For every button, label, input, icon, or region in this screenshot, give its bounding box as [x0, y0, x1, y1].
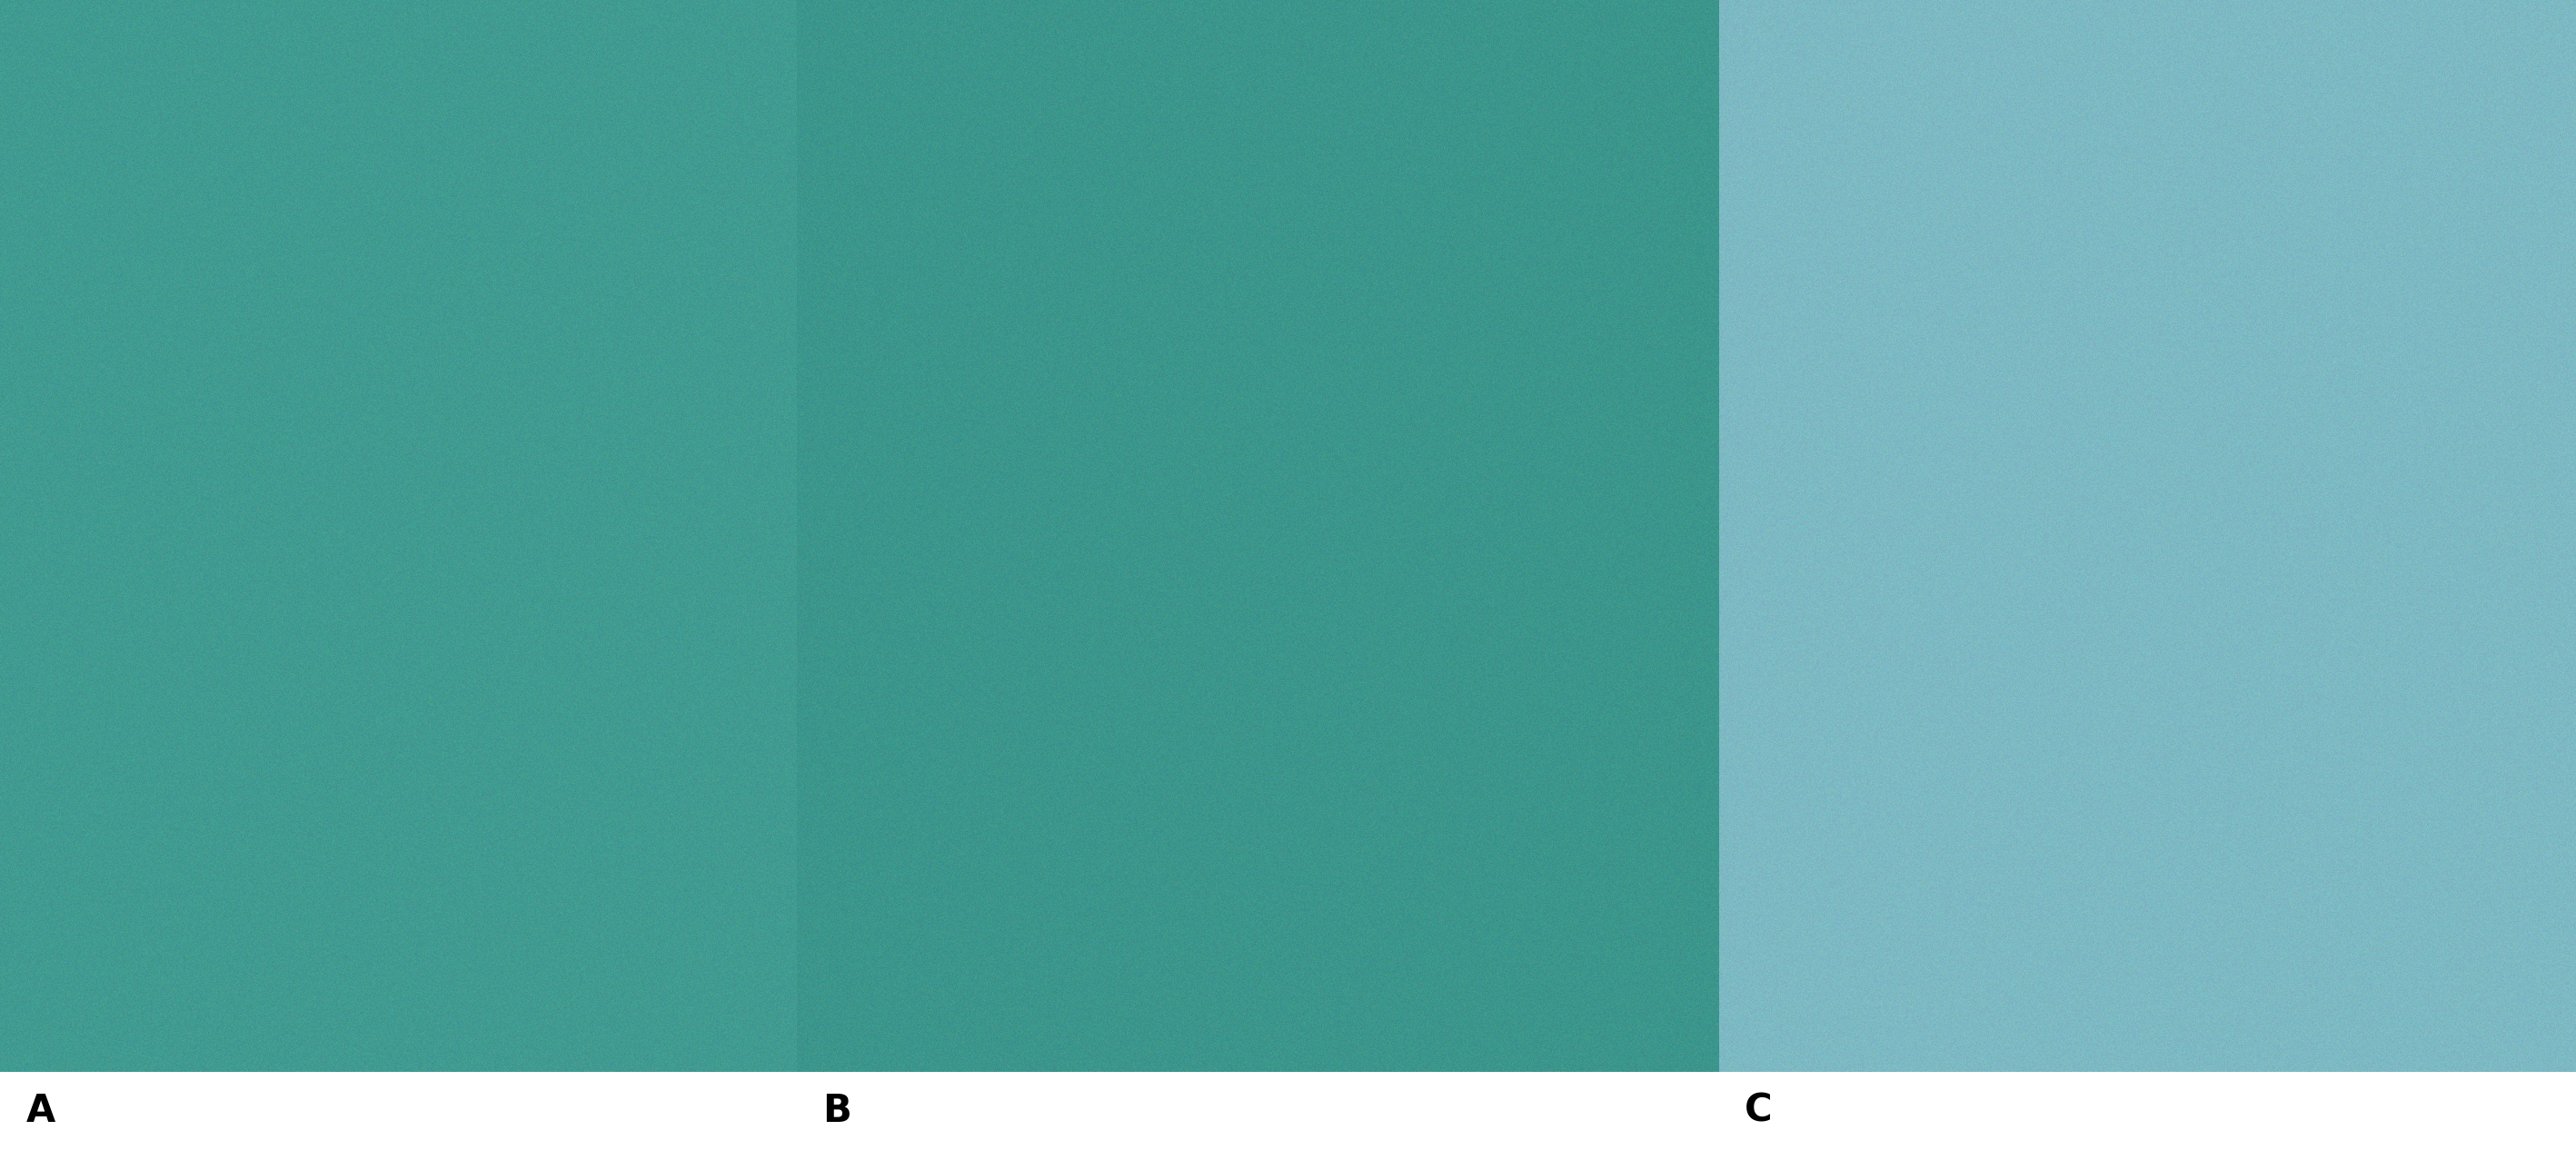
Text: B: B: [822, 1092, 853, 1130]
Text: C: C: [1744, 1092, 1772, 1130]
Text: A: A: [26, 1092, 54, 1130]
